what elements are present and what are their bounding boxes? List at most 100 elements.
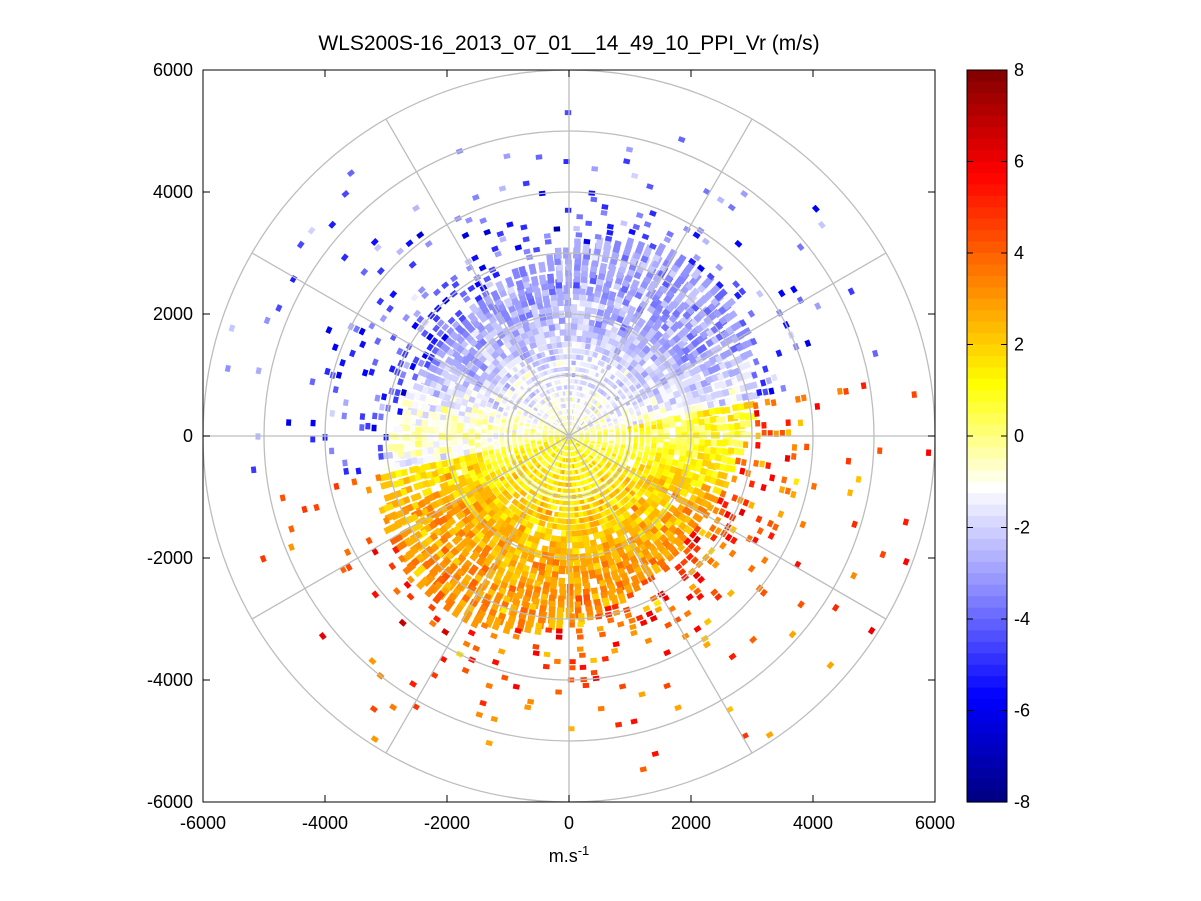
colorbar-tick-label: 8 [1014, 60, 1024, 80]
colorbar-band [967, 653, 1007, 666]
velocity-cell [590, 669, 598, 676]
velocity-cell [753, 409, 760, 417]
velocity-cell [570, 322, 578, 330]
velocity-cell [504, 492, 514, 501]
velocity-cell [475, 419, 482, 427]
velocity-cell [786, 429, 791, 436]
velocity-cell [814, 402, 821, 410]
velocity-cell [532, 517, 541, 526]
velocity-cell [561, 524, 569, 531]
colorbar-band [967, 733, 1007, 746]
velocity-cell [582, 387, 591, 394]
velocity-cell [463, 416, 471, 424]
colorbar-band [967, 310, 1007, 323]
velocity-cell [379, 403, 385, 411]
velocity-cell [662, 417, 669, 425]
colorbar-band [967, 779, 1007, 792]
colorbar-band [967, 161, 1007, 174]
velocity-cell [511, 513, 521, 523]
velocity-cell [545, 509, 553, 516]
velocity-cell [532, 650, 540, 657]
velocity-cell [570, 304, 578, 313]
colorbar-band [967, 756, 1007, 769]
colorbar-band [967, 390, 1007, 403]
velocity-cell [570, 335, 578, 342]
colorbar-tick-label: -2 [1014, 518, 1030, 538]
x-tick-label: 0 [564, 813, 574, 833]
colorbar-band [967, 333, 1007, 346]
colorbar-band [967, 664, 1007, 677]
velocity-cell [800, 394, 807, 402]
velocity-cell [522, 180, 530, 187]
colorbar-band [967, 115, 1007, 128]
velocity-cell [469, 417, 476, 425]
velocity-cell [533, 246, 541, 253]
colorbar-band [967, 298, 1007, 311]
velocity-cell [531, 360, 540, 368]
x-tick-label: -6000 [180, 813, 226, 833]
colorbar-band [967, 253, 1007, 266]
velocity-cell [545, 627, 553, 633]
velocity-cell [468, 439, 475, 446]
velocity-cell [535, 154, 543, 160]
colorbar-band [967, 70, 1007, 83]
colorbar-tick-label: 6 [1014, 152, 1024, 172]
velocity-cell [602, 473, 610, 481]
velocity-cell [645, 432, 651, 439]
velocity-cell [925, 449, 932, 457]
velocity-cell [550, 342, 558, 349]
velocity-cell [765, 462, 772, 470]
x-tick-label: 2000 [671, 813, 711, 833]
velocity-cell [614, 370, 623, 378]
velocity-cell [632, 442, 638, 450]
velocity-cell [532, 643, 540, 650]
velocity-cell [636, 450, 643, 459]
velocity-cell [564, 207, 572, 213]
velocity-cell [587, 382, 596, 389]
velocity-cell [733, 447, 745, 456]
velocity-cell [759, 460, 766, 468]
velocity-cell [790, 453, 797, 460]
velocity-cell [663, 426, 670, 434]
velocity-cell [594, 233, 602, 240]
velocity-cell [794, 395, 801, 403]
velocity-cell [571, 536, 579, 543]
velocity-cell [845, 457, 852, 465]
velocity-cell [791, 444, 798, 451]
velocity-cell [525, 521, 535, 530]
colorbar-tick-label: 4 [1014, 243, 1024, 263]
velocity-cell [386, 444, 398, 452]
velocity-cell [669, 437, 676, 445]
colorbar-band [967, 436, 1007, 449]
velocity-cell [735, 457, 741, 465]
velocity-cell [544, 239, 552, 245]
colorbar-band [967, 207, 1007, 220]
velocity-cell [488, 415, 495, 424]
velocity-cell [662, 441, 670, 449]
velocity-cell [573, 226, 580, 232]
velocity-cell [479, 399, 487, 408]
velocity-cell [538, 519, 547, 527]
velocity-cell [468, 428, 475, 436]
velocity-cell [638, 463, 646, 472]
velocity-cell [286, 419, 292, 426]
colorbar-tick-label: -6 [1014, 701, 1030, 721]
velocity-cell [761, 429, 767, 437]
x-axis-label: m.s-1 [549, 843, 590, 866]
y-tick-label: -4000 [147, 670, 193, 690]
velocity-cell [534, 339, 543, 348]
velocity-cell [550, 504, 558, 511]
velocity-cell [576, 214, 584, 220]
colorbar-tick-label: -8 [1014, 792, 1030, 812]
colorbar-band [967, 470, 1007, 483]
velocity-cell [638, 388, 647, 397]
velocity-cell [657, 431, 664, 438]
colorbar-band [967, 218, 1007, 231]
colorbar-band [967, 516, 1007, 529]
colorbar-band [967, 607, 1007, 620]
velocity-cell [621, 435, 626, 443]
colorbar-band [967, 619, 1007, 632]
velocity-cell [329, 409, 336, 417]
velocity-cell [574, 341, 582, 349]
colorbar-tick-label: 2 [1014, 335, 1024, 355]
